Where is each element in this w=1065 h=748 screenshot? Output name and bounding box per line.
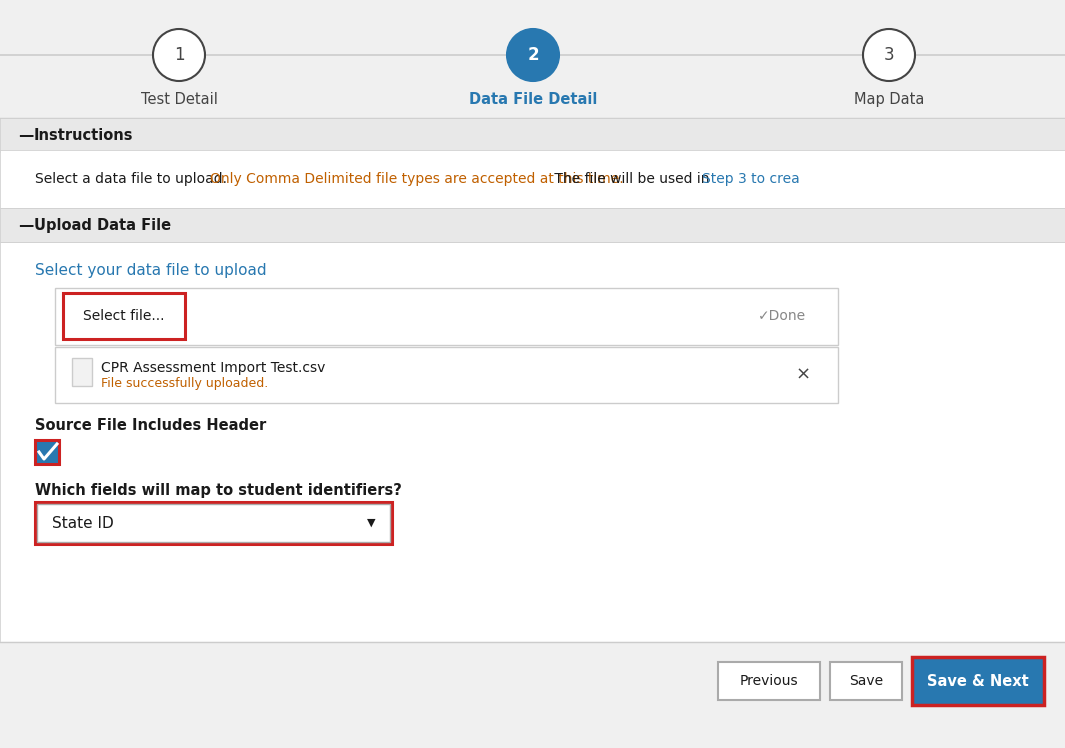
- Bar: [0, 242, 1065, 642]
- Text: ▼: ▼: [366, 518, 375, 528]
- Text: Test Detail: Test Detail: [141, 91, 217, 106]
- Text: 3: 3: [884, 46, 895, 64]
- Text: Map Data: Map Data: [854, 91, 924, 106]
- Bar: [0, 642, 1065, 748]
- Bar: [830, 662, 902, 700]
- Bar: [55, 347, 838, 403]
- Text: Upload Data File: Upload Data File: [34, 218, 171, 233]
- Text: Select your data file to upload: Select your data file to upload: [35, 263, 266, 278]
- Text: State ID: State ID: [52, 515, 114, 530]
- Bar: [912, 657, 1044, 705]
- Bar: [63, 293, 185, 339]
- Text: ×: ×: [796, 366, 810, 384]
- Bar: [35, 502, 392, 544]
- Bar: [718, 662, 820, 700]
- Bar: [72, 358, 92, 386]
- Text: —: —: [18, 218, 33, 233]
- Text: Step 3 to crea: Step 3 to crea: [702, 172, 800, 186]
- Circle shape: [863, 29, 915, 81]
- Text: Source File Includes Header: Source File Includes Header: [35, 417, 266, 432]
- Text: —: —: [18, 127, 33, 143]
- Bar: [55, 288, 838, 345]
- Text: Only Comma Delimited file types are accepted at this time.: Only Comma Delimited file types are acce…: [211, 172, 624, 186]
- Text: File successfully uploaded.: File successfully uploaded.: [101, 376, 268, 390]
- Text: Select a data file to upload.: Select a data file to upload.: [35, 172, 231, 186]
- Text: CPR Assessment Import Test.csv: CPR Assessment Import Test.csv: [101, 361, 326, 375]
- Text: The file will be used in: The file will be used in: [550, 172, 714, 186]
- Circle shape: [153, 29, 204, 81]
- Bar: [0, 150, 1065, 208]
- Text: Save & Next: Save & Next: [928, 673, 1029, 688]
- Bar: [0, 208, 1065, 242]
- Text: 2: 2: [527, 46, 539, 64]
- Text: Previous: Previous: [740, 674, 799, 688]
- Text: Select file...: Select file...: [83, 309, 165, 323]
- Circle shape: [507, 29, 559, 81]
- Text: Save: Save: [849, 674, 883, 688]
- Text: Instructions: Instructions: [34, 127, 133, 143]
- Text: 1: 1: [174, 46, 184, 64]
- Bar: [35, 440, 59, 464]
- Bar: [0, 118, 1065, 152]
- Text: Which fields will map to student identifiers?: Which fields will map to student identif…: [35, 482, 402, 497]
- Bar: [0, 0, 1065, 118]
- Bar: [37, 504, 390, 542]
- Text: ✓Done: ✓Done: [758, 309, 806, 323]
- Text: Data File Detail: Data File Detail: [469, 91, 597, 106]
